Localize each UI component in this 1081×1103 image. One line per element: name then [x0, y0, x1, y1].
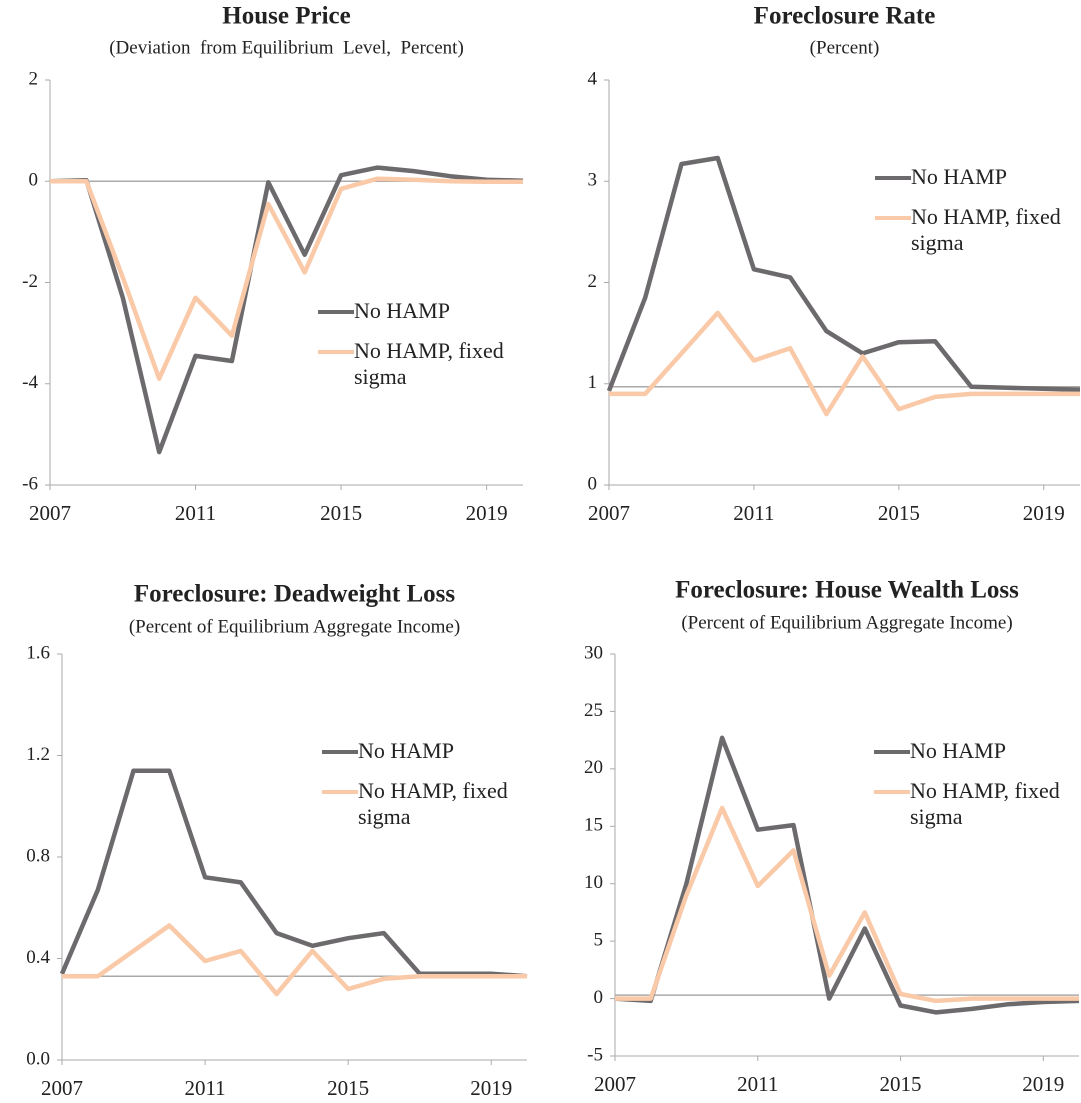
chart-title: Foreclosure Rate: [754, 3, 936, 30]
chart-title: Foreclosure: House Wealth Loss: [675, 577, 1019, 604]
y-tick-label: 0: [588, 473, 598, 494]
y-tick-label: 0.8: [26, 845, 50, 866]
series-line: [49, 165, 524, 455]
legend-entry: No HAMP, fixed sigma: [875, 204, 1075, 256]
legend-swatch: [875, 216, 911, 220]
series-line: [62, 923, 527, 997]
y-tick-label: 20: [584, 757, 603, 778]
series-line: [50, 176, 523, 381]
y-tick-label: 1.6: [26, 642, 50, 663]
y-tick-label: 5: [594, 930, 604, 951]
y-tick-label: 0: [29, 170, 39, 191]
y-tick-label: 0.4: [26, 947, 50, 968]
y-tick-label: 2: [588, 271, 598, 292]
x-tick-label: 2007: [29, 501, 71, 525]
legend-entry: No HAMP, fixed sigma: [322, 778, 522, 830]
y-tick-label: 0: [594, 987, 604, 1008]
legend-swatch: [874, 790, 910, 794]
x-tick-label: 2015: [327, 1076, 369, 1100]
chart-subtitle: (Percent of Equilibrium Aggregate Income…: [681, 612, 1012, 633]
x-tick-label: 2011: [737, 1072, 778, 1096]
legend: No HAMP No HAMP, fixed sigma: [318, 298, 518, 404]
x-tick-label: 2007: [41, 1076, 83, 1100]
y-tick-label: 1.2: [26, 744, 50, 765]
legend-entry: No HAMP: [322, 738, 522, 764]
y-tick-label: 3: [588, 170, 598, 191]
y-tick-label: 15: [584, 815, 603, 836]
x-tick-label: 2007: [594, 1072, 636, 1096]
y-tick-label: 0.0: [26, 1048, 50, 1069]
legend: No HAMP No HAMP, fixed sigma: [874, 738, 1074, 844]
y-tick-label: -6: [22, 473, 38, 494]
legend-swatch: [875, 176, 911, 180]
y-tick-label: -5: [587, 1044, 603, 1065]
x-tick-label: 2011: [184, 1076, 225, 1100]
chart-subtitle: (Deviation from Equilibrium Level, Perce…: [109, 37, 464, 58]
series-line: [614, 735, 1080, 1015]
y-tick-label: -4: [22, 372, 38, 393]
x-tick-label: 2011: [175, 501, 216, 525]
x-tick-label: 2015: [320, 501, 362, 525]
chart-subtitle: (Percent): [810, 37, 880, 58]
legend-label: No HAMP, fixed sigma: [911, 204, 1061, 255]
x-tick-label: 2015: [878, 501, 920, 525]
x-tick-label: 2007: [588, 501, 630, 525]
chart-title: House Price: [222, 3, 350, 30]
y-tick-label: 4: [588, 68, 598, 89]
x-tick-label: 2019: [1023, 501, 1065, 525]
x-tick-label: 2019: [470, 1076, 512, 1100]
y-tick-label: 30: [584, 642, 603, 663]
legend-label: No HAMP: [354, 298, 450, 323]
legend: No HAMP No HAMP, fixed sigma: [875, 164, 1075, 270]
y-tick-label: 25: [584, 700, 603, 721]
legend-label: No HAMP, fixed sigma: [358, 778, 508, 829]
y-tick-label: 1: [588, 372, 598, 393]
legend-swatch: [322, 750, 358, 754]
series-line: [606, 155, 1081, 393]
legend-label: No HAMP: [358, 738, 454, 763]
series-line: [615, 805, 1079, 1004]
chart-title: Foreclosure: Deadweight Loss: [134, 581, 456, 608]
legend: No HAMP No HAMP, fixed sigma: [322, 738, 522, 844]
series-line: [59, 768, 528, 979]
y-tick-label: -2: [22, 271, 38, 292]
chart-subtitle: (Percent of Equilibrium Aggregate Income…: [129, 616, 460, 637]
legend-label: No HAMP, fixed sigma: [910, 778, 1060, 829]
series-line: [609, 310, 1080, 417]
legend-entry: No HAMP, fixed sigma: [874, 778, 1074, 830]
legend-swatch: [318, 310, 354, 314]
legend-swatch: [874, 750, 910, 754]
legend-entry: No HAMP, fixed sigma: [318, 338, 518, 390]
x-tick-label: 2019: [466, 501, 508, 525]
x-tick-label: 2015: [880, 1072, 922, 1096]
legend-label: No HAMP: [910, 738, 1006, 763]
x-tick-label: 2011: [733, 501, 774, 525]
legend-entry: No HAMP: [875, 164, 1075, 190]
y-tick-label: 2: [29, 68, 39, 89]
legend-swatch: [322, 790, 358, 794]
legend-swatch: [318, 350, 354, 354]
legend-label: No HAMP, fixed sigma: [354, 338, 504, 389]
y-tick-label: 10: [584, 872, 603, 893]
x-tick-label: 2019: [1022, 1072, 1064, 1096]
legend-label: No HAMP: [911, 164, 1007, 189]
legend-entry: No HAMP: [318, 298, 518, 324]
legend-entry: No HAMP: [874, 738, 1074, 764]
